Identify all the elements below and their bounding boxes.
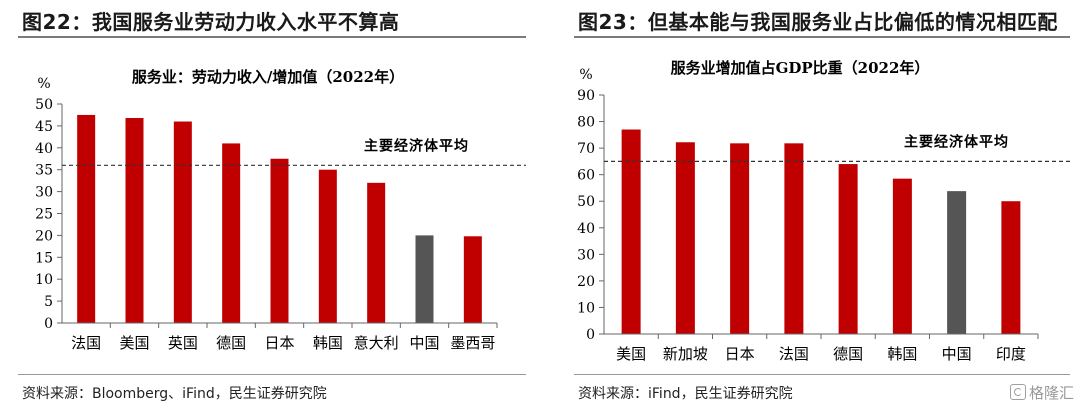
- bar-8: [1001, 201, 1021, 334]
- category-label: 德国: [833, 345, 863, 363]
- category-label: 韩国: [887, 345, 917, 363]
- y-tick-label: 0: [586, 327, 595, 343]
- y-tick-label: 35: [35, 163, 53, 179]
- category-label: 中国: [409, 334, 439, 352]
- category-label: 意大利: [354, 334, 399, 352]
- y-tick-label: 70: [577, 141, 595, 157]
- category-label: 德国: [216, 334, 246, 352]
- bar-6: [318, 169, 337, 323]
- bar-7: [947, 191, 967, 334]
- y-axis-unit: %: [37, 76, 50, 92]
- y-tick-label: 15: [35, 250, 53, 266]
- source-divider: [18, 374, 526, 375]
- watermark-logo-icon: [1009, 384, 1026, 400]
- bar-9: [463, 236, 482, 323]
- y-tick-label: 40: [35, 141, 53, 157]
- category-label: 新加坡: [663, 345, 708, 363]
- category-label: 日本: [725, 345, 755, 363]
- source-note: 资料来源：iFind，民生证券研究院: [578, 386, 793, 402]
- bar-4: [784, 143, 804, 334]
- title-divider: [18, 36, 526, 38]
- y-tick-label: 10: [35, 272, 53, 288]
- y-tick-label: 50: [35, 97, 53, 113]
- services-gdp-share-bar-chart: 服务业增加值占GDP比重（2022年）% 0 10 20 30 40 50 60 70 80 90 美…: [577, 59, 1070, 363]
- source-note: 资料来源：Bloomberg、iFind，民生证券研究院: [22, 386, 327, 402]
- y-tick-label: 25: [35, 207, 53, 223]
- y-tick-label: 60: [577, 168, 595, 184]
- y-tick-label: 20: [577, 274, 595, 290]
- watermark-text: 格隆汇: [1028, 384, 1074, 402]
- labor-income-bar-chart: 服务业：劳动力收入/增加值（2022年）% 0 5 10 15 20 25 30 35 40 45 5…: [35, 68, 526, 352]
- category-label: 韩国: [313, 334, 343, 352]
- bar-5: [838, 164, 858, 334]
- left-figure-panel: 图22：我国服务业劳动力收入水平不算高 服务业：劳动力收入/增加值（2022年）…: [0, 0, 536, 408]
- y-tick-label: 30: [35, 185, 53, 201]
- y-tick-label: 80: [577, 115, 595, 131]
- bar-6: [892, 178, 912, 334]
- y-tick-label: 50: [577, 194, 595, 210]
- y-tick-label: 0: [44, 316, 53, 332]
- bar-2: [675, 142, 695, 334]
- average-reference-label: 主要经济体平均: [364, 137, 469, 154]
- y-tick-label: 90: [577, 88, 595, 104]
- right-figure-panel: 图23：但基本能与我国服务业占比偏低的情况相匹配 服务业增加值占GDP比重（20…: [556, 0, 1080, 408]
- title-divider: [574, 36, 1070, 38]
- category-label: 墨西哥: [450, 334, 495, 352]
- y-tick-label: 30: [577, 247, 595, 263]
- y-tick-label: 20: [35, 228, 53, 244]
- y-tick-label: 45: [35, 119, 53, 135]
- y-tick-label: 40: [577, 221, 595, 237]
- bar-5: [270, 158, 289, 323]
- bar-7: [367, 182, 386, 323]
- watermark: 格隆汇: [1009, 382, 1074, 403]
- category-label: 中国: [942, 345, 972, 363]
- category-label: 美国: [616, 345, 646, 363]
- category-label: 美国: [119, 334, 149, 352]
- y-axis-unit: %: [579, 67, 592, 83]
- y-tick-label: 5: [44, 294, 53, 310]
- bar-3: [730, 143, 750, 334]
- bar-3: [173, 121, 192, 324]
- bar-4: [222, 143, 241, 323]
- category-label: 法国: [71, 334, 101, 352]
- bar-8: [415, 235, 434, 323]
- chart-title: 服务业增加值占GDP比重（2022年）: [671, 59, 930, 77]
- chart-title: 服务业：劳动力收入/增加值（2022年）: [132, 68, 404, 86]
- y-tick-label: 10: [577, 300, 595, 316]
- bar-1: [621, 129, 641, 334]
- category-label: 日本: [264, 334, 294, 352]
- figure-title: 图22：我国服务业劳动力收入水平不算高: [22, 10, 400, 34]
- average-reference-label: 主要经济体平均: [904, 133, 1009, 150]
- category-label: 法国: [779, 345, 809, 363]
- bar-2: [125, 118, 144, 324]
- category-label: 英国: [168, 334, 198, 352]
- figure-title: 图23：但基本能与我国服务业占比偏低的情况相匹配: [578, 10, 1058, 34]
- bar-1: [77, 114, 96, 323]
- source-divider: [574, 374, 1070, 375]
- category-label: 印度: [996, 345, 1026, 363]
